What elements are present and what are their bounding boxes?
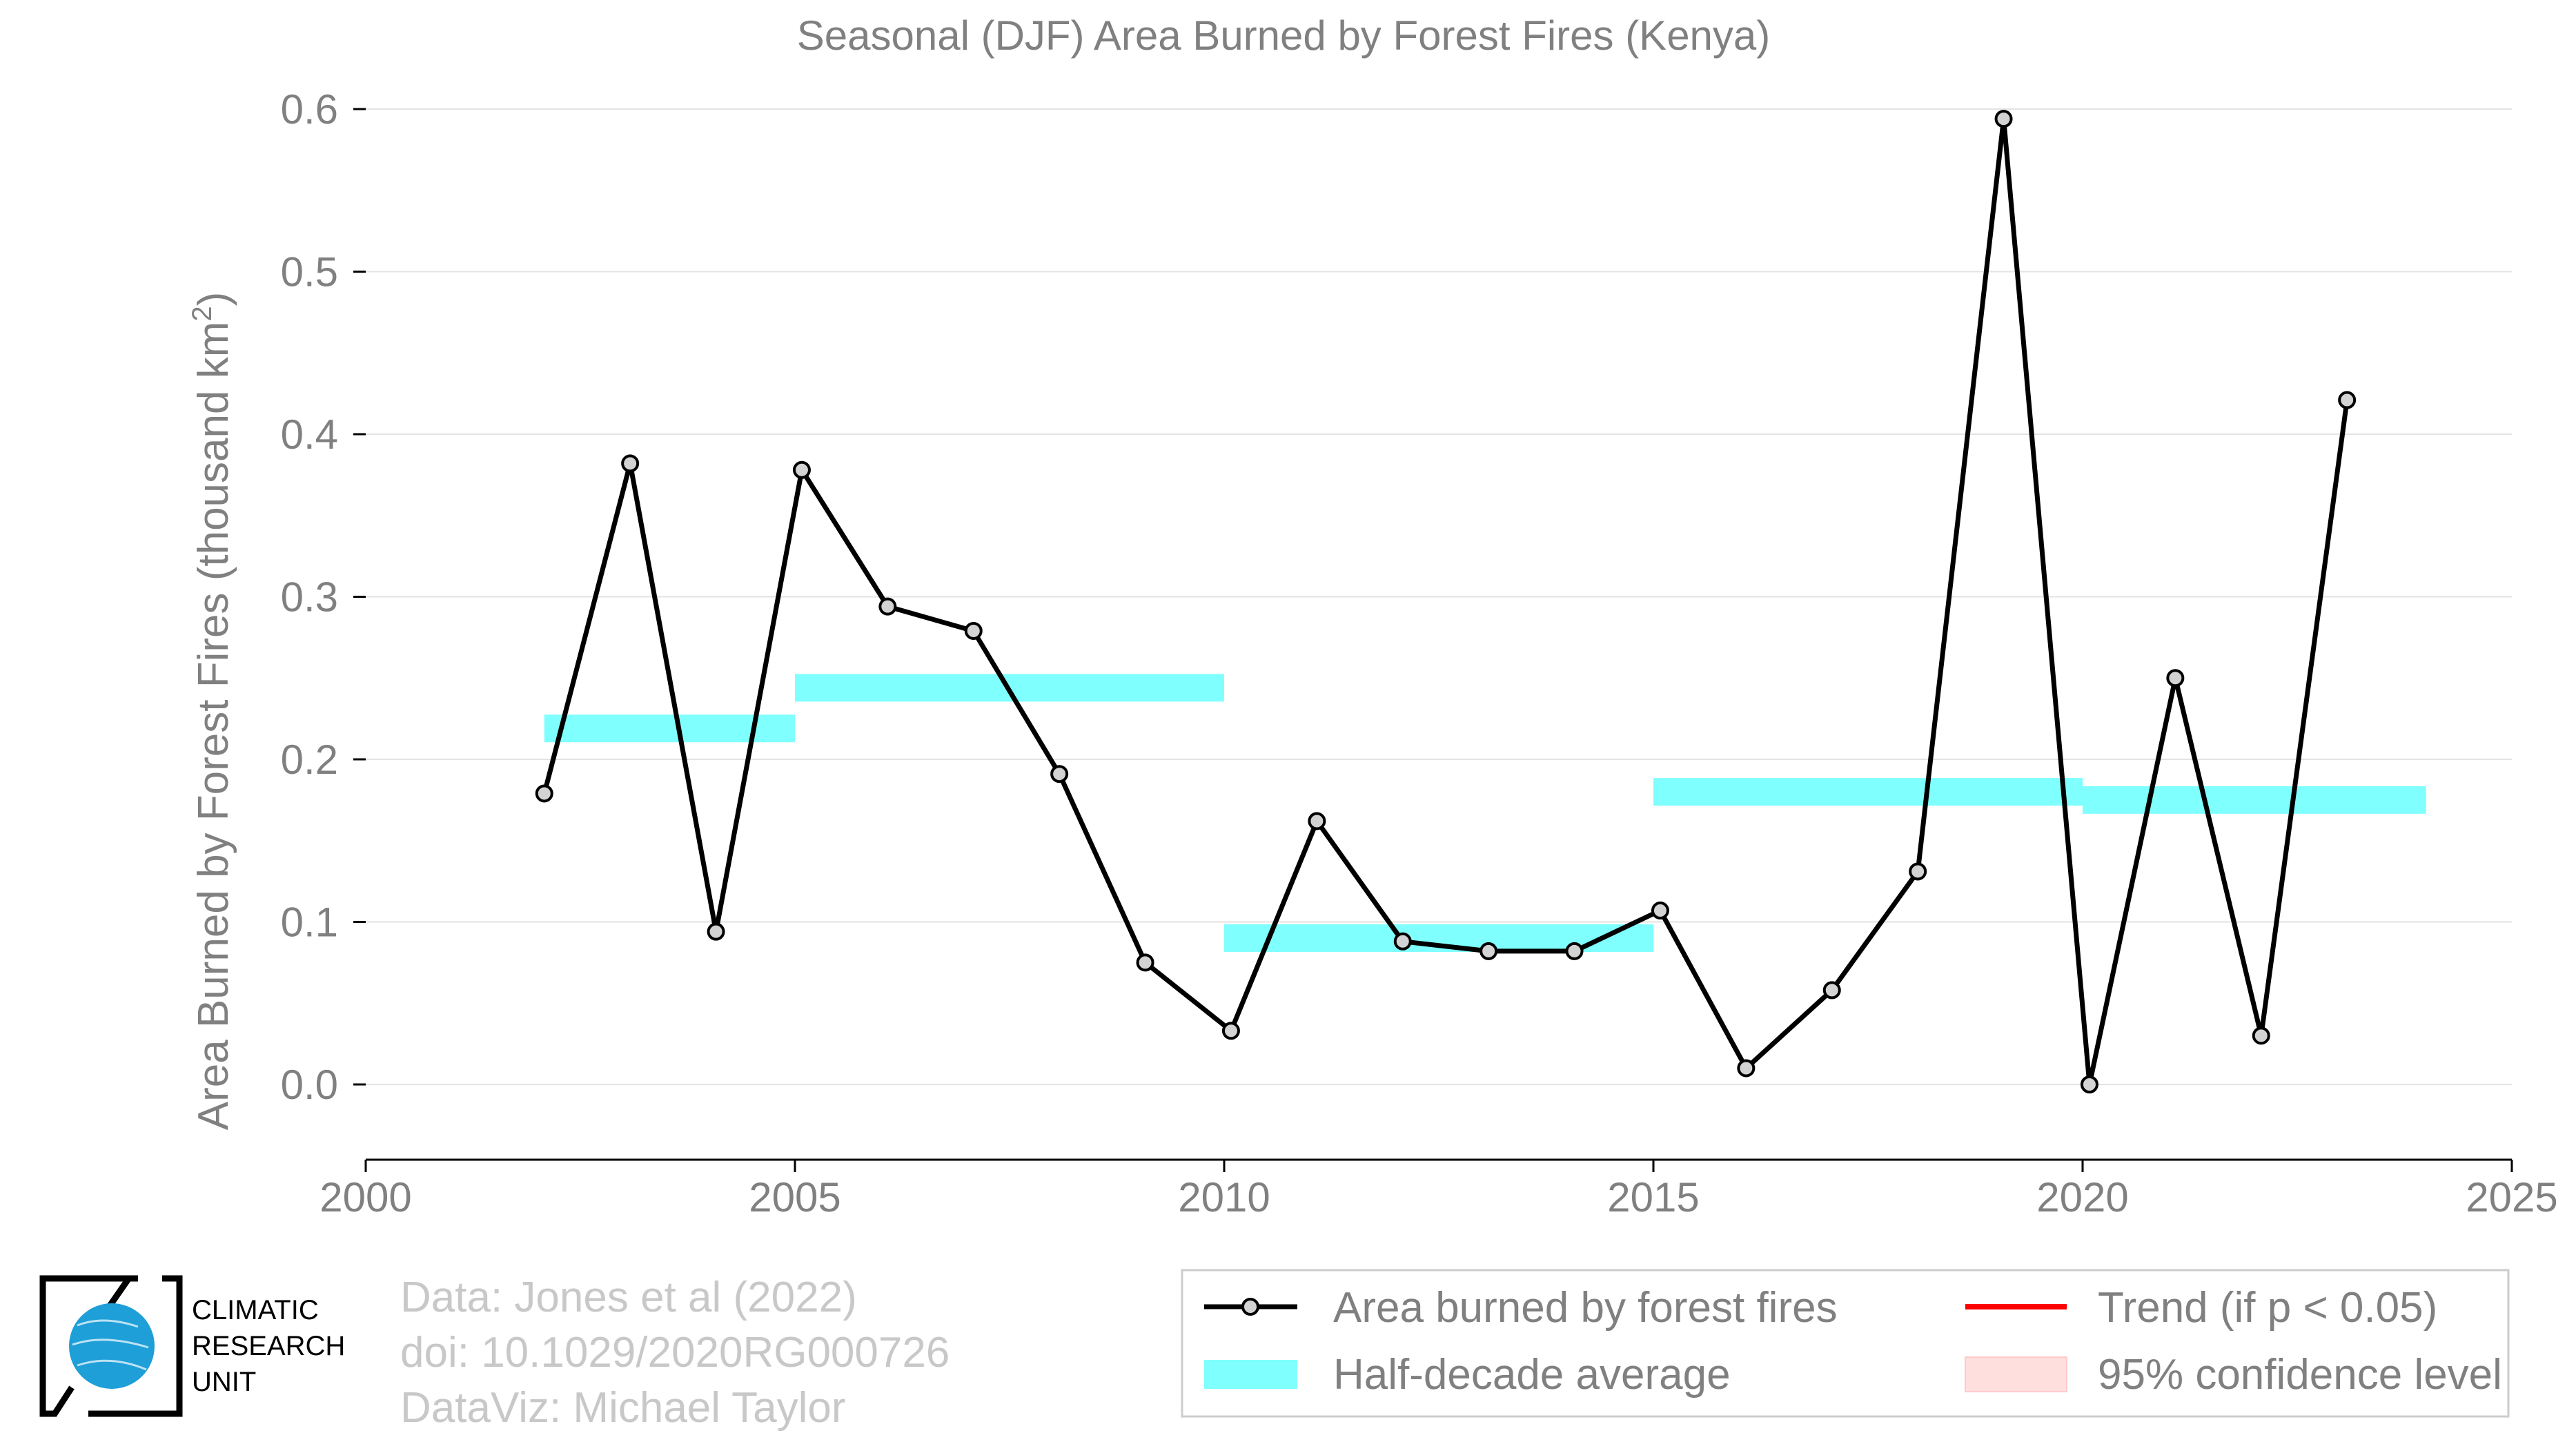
logo-line-2: RESEARCH [192,1331,346,1361]
data-point [1909,862,1927,881]
data-point [1308,812,1326,830]
chart-title: Seasonal (DJF) Area Burned by Forest Fir… [797,12,1771,59]
legend-box [1181,1269,2510,1418]
legend-marker-icon [1241,1298,1259,1316]
y-axis: 0.0 0.1 0.2 0.3 0.4 0.5 0.6 [281,86,366,1108]
data-point [1393,932,1412,951]
data-point [1136,953,1154,972]
x-tick-label: 2010 [1178,1174,1270,1220]
legend-label-trend: Trend (if p < 0.05) [2098,1284,2437,1332]
legend-label-average: Half-decade average [1333,1351,1731,1399]
y-axis-label: Area Burned by Forest Fires (thousand km… [187,292,237,1131]
y-tick-label: 0.4 [281,411,338,458]
half-decade-average-band [2083,786,2426,814]
legend-label-series: Area burned by forest fires [1333,1284,1838,1332]
logo-text: CLIMATIC RESEARCH UNIT [192,1292,345,1400]
x-tick-label: 2005 [749,1174,840,1220]
data-point [1737,1059,1756,1078]
credit-dataviz: DataViz: Michael Taylor [400,1384,846,1432]
data-point [1651,902,1669,920]
data-point [621,454,640,473]
x-tick-label: 2025 [2466,1174,2557,1220]
logo-bracket-right [88,1275,183,1417]
y-tick-label: 0.2 [281,737,338,783]
data-point [964,621,983,640]
half-decade-average-bands [544,674,2426,953]
data-point [792,460,811,479]
logo-line-3: UNIT [192,1367,257,1397]
credit-doi: doi: 10.1029/2020RG000726 [400,1329,950,1376]
half-decade-average-band [1653,778,2083,806]
data-point [1479,942,1498,960]
series-line [542,116,2350,1087]
logo-bracket-left [39,1275,138,1417]
x-tick-label: 2000 [319,1174,411,1220]
legend: Area burned by forest fires Trend (if p … [1181,1269,2510,1418]
y-tick-label: 0.0 [281,1062,338,1108]
credits: Data: Jones et al (2022) doi: 10.1029/20… [400,1270,950,1436]
x-tick-label: 2020 [2036,1174,2128,1220]
data-point [2252,1026,2270,1045]
globe-swirl [72,1319,149,1371]
data-point [1221,1022,1240,1040]
legend-label-confidence: 95% confidence level [2098,1351,2502,1399]
y-tick-label: 0.6 [281,86,338,133]
data-point [535,784,553,803]
data-point [1994,110,2013,128]
data-point [878,597,897,616]
y-tick-label: 0.5 [281,249,338,295]
y-tick-label: 0.1 [281,899,338,946]
x-axis: 2000 2005 2010 2015 2020 2025 [319,1160,2558,1220]
y-tick-label: 0.3 [281,574,338,621]
grid-lines [366,108,2512,1085]
data-point [2166,669,2185,688]
data-point [1565,942,1584,960]
legend-confidence-icon [1965,1356,2067,1392]
data-point [2080,1075,2098,1093]
x-tick-label: 2015 [1607,1174,1699,1220]
logo-line-1: CLIMATIC [192,1295,319,1325]
cru-logo [39,1275,183,1417]
data-point [707,922,725,941]
data-point [2338,391,2357,409]
data-point [1050,765,1069,783]
series-area-burned [535,110,2357,1093]
data-point [1822,981,1841,1000]
credit-data: Data: Jones et al (2022) [400,1274,857,1321]
legend-band-icon [1204,1360,1297,1389]
